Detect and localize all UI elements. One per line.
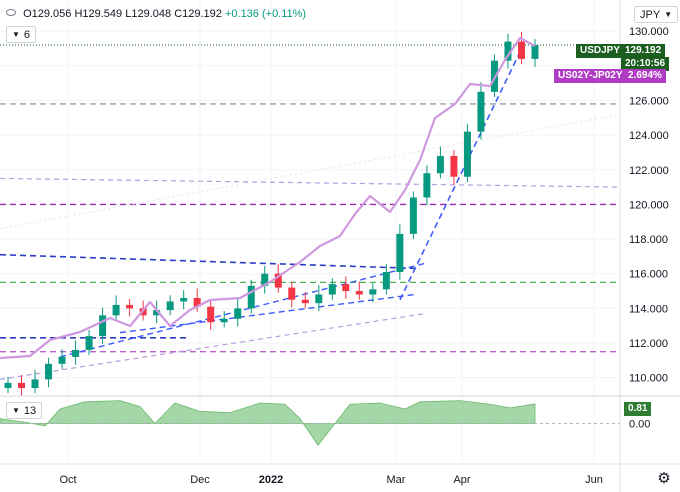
candle <box>517 41 525 59</box>
trend-line <box>0 253 421 270</box>
trend-line <box>0 113 621 230</box>
indicators-count: 6 <box>23 28 31 41</box>
trend-line <box>119 293 416 334</box>
candle <box>450 155 458 177</box>
candle <box>85 336 93 350</box>
candle <box>504 41 512 61</box>
trend-lines <box>0 51 621 381</box>
candle <box>207 306 215 323</box>
yield-value-tag: 2.694% <box>624 69 666 83</box>
candle <box>288 287 296 300</box>
open-value: O129.056 <box>23 8 72 20</box>
indicators-toggle[interactable]: ▼ 6 <box>6 26 37 43</box>
candle <box>31 379 39 389</box>
usdjpy-name-tag: USDJPY <box>576 44 625 58</box>
candle <box>153 310 161 316</box>
candle <box>261 273 269 286</box>
countdown-tag: 20:10:56 <box>621 57 670 71</box>
chevron-down-icon: ▼ <box>12 30 20 39</box>
candle <box>72 349 80 357</box>
y-tick-label: 110.000 <box>629 373 668 385</box>
chevron-down-icon: ▼ <box>12 406 20 415</box>
x-tick-label: 2022 <box>259 474 283 486</box>
candle <box>315 294 323 304</box>
usdjpy-price-tag: 129.192 <box>621 44 666 58</box>
trend-line <box>0 177 621 188</box>
high-value: H129.549 <box>74 8 123 20</box>
candle <box>328 284 336 295</box>
candle <box>301 299 309 304</box>
candle <box>45 363 53 380</box>
indicator-value-tag: 0.81 <box>624 402 652 416</box>
candle <box>193 297 201 307</box>
candle <box>112 304 120 316</box>
change-value: +0.136 (+0.11%) <box>224 8 307 20</box>
eye-icon[interactable] <box>6 9 16 16</box>
candle <box>436 155 444 174</box>
x-tick-label: Oct <box>59 474 76 486</box>
y-tick-label: 120.000 <box>629 199 669 211</box>
currency-label: JPY <box>640 8 661 21</box>
chevron-down-icon: ▼ <box>664 10 673 19</box>
candle <box>396 233 404 272</box>
trend-line <box>59 262 426 358</box>
x-tick-label: Dec <box>190 474 210 486</box>
candle <box>99 315 107 337</box>
candle <box>166 301 174 311</box>
trend-line <box>399 51 521 301</box>
low-value: L129.048 <box>125 8 172 20</box>
candle <box>382 271 390 290</box>
candle <box>369 289 377 295</box>
close-value: C129.192 <box>174 8 222 20</box>
candle <box>531 45 539 59</box>
candle <box>477 91 485 132</box>
candle <box>247 285 255 309</box>
candle <box>58 356 66 364</box>
grid-lines <box>0 0 620 462</box>
x-tick-label: Jun <box>585 474 603 486</box>
gear-icon[interactable]: ⚙ <box>657 470 671 487</box>
horizontal-levels <box>0 44 620 353</box>
indicator-length: 13 <box>23 404 37 417</box>
ohlc-legend: O129.056 H129.549 L129.048 C129.192 +0.1… <box>6 8 306 20</box>
y-tick-label: 126.000 <box>629 95 669 107</box>
x-tick-label: Apr <box>453 474 470 486</box>
candle <box>409 197 417 234</box>
y-tick-label: 124.000 <box>629 130 669 142</box>
spread-line <box>0 36 536 360</box>
candle <box>234 308 242 319</box>
y-tick-label: 118.000 <box>629 234 668 246</box>
candle <box>4 382 12 389</box>
candle <box>126 304 134 309</box>
y-tick-label: 116.000 <box>629 269 668 281</box>
yield-name-tag: US02Y-JP02Y <box>554 69 627 83</box>
candle <box>463 131 471 177</box>
y-tick-label: 130.000 <box>629 26 669 38</box>
x-tick-label: Mar <box>387 474 406 486</box>
candle <box>274 273 282 288</box>
y-tick-label: 114.000 <box>629 303 668 315</box>
indicator-toggle[interactable]: ▼ 13 <box>6 402 43 419</box>
currency-selector[interactable]: JPY ▼ <box>634 6 679 23</box>
candle <box>355 291 363 295</box>
indicator-y-tick-label: 0.00 <box>629 418 650 430</box>
candle <box>423 173 431 198</box>
candle <box>342 284 350 292</box>
y-tick-label: 122.000 <box>629 165 669 177</box>
indicator-pane <box>0 400 620 446</box>
candle <box>18 382 26 389</box>
candle <box>220 318 228 323</box>
y-tick-label: 112.000 <box>629 338 668 350</box>
candle <box>180 297 188 302</box>
indicator-area <box>0 400 536 446</box>
trend-line <box>0 312 426 381</box>
